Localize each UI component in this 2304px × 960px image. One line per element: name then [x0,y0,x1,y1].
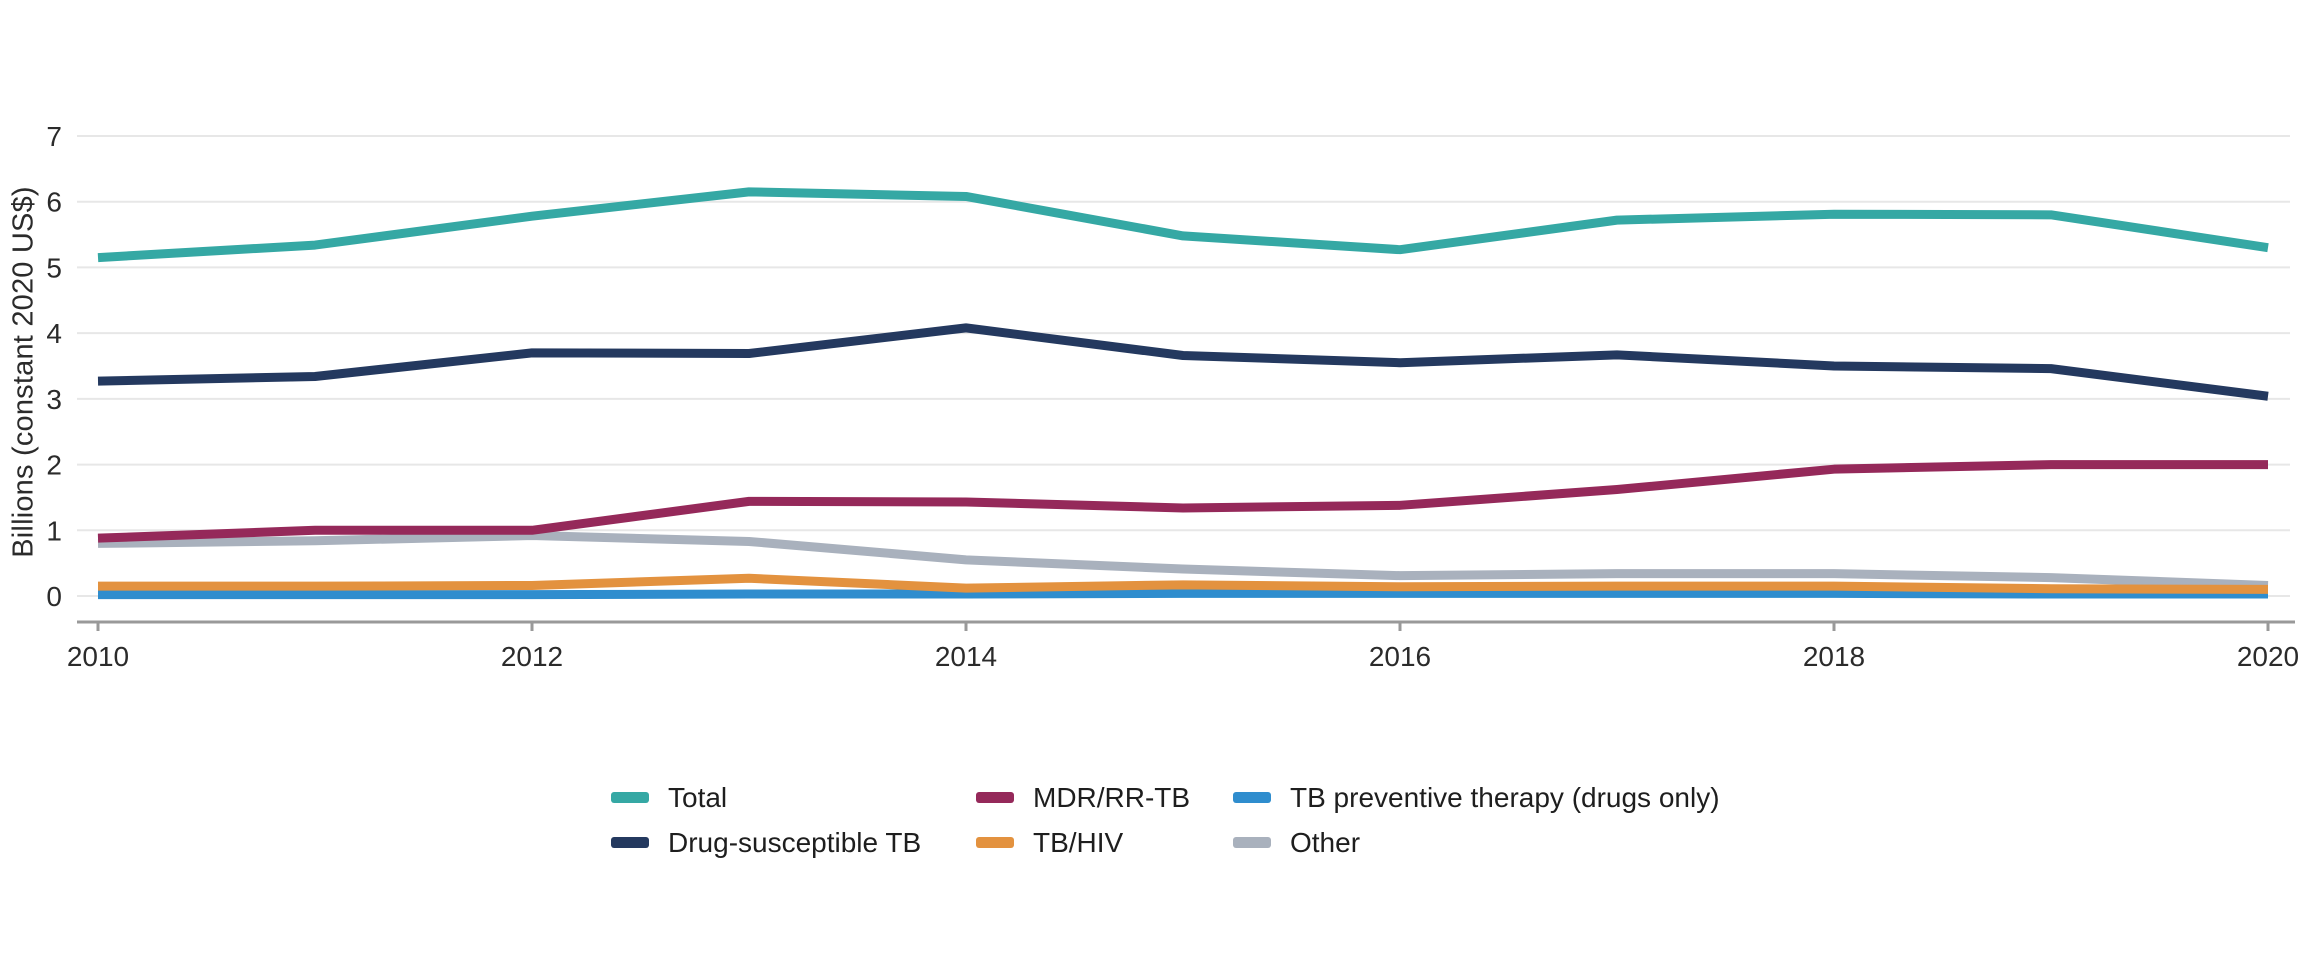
series-line-other [97,531,2269,590]
y-tick-label: 2 [46,450,62,481]
legend-swatch-mdr-rr-tb [976,792,1014,803]
legend-label-total: Total [668,781,728,813]
y-tick-label: 1 [46,515,62,546]
legend-label-other: Other [1290,826,1361,858]
y-tick-labels: 0 1 2 3 4 5 6 7 [46,121,62,612]
series-line-total [97,187,2269,263]
y-tick-label: 3 [46,384,62,415]
x-tick-labels: 2010 2012 2014 2016 2018 2020 [67,641,2299,672]
legend-label-tb-hiv: TB/HIV [1033,826,1124,858]
y-tick-label: 5 [46,252,62,283]
x-tick-label: 2014 [935,641,997,672]
legend-swatch-drug-susceptible-tb [611,837,649,848]
legend: Total MDR/RR-TB TB preventive therapy (d… [611,781,1720,859]
chart-plot-area: 0 1 2 3 4 5 6 7 2010 2012 2014 2016 2018 2020 [46,121,2299,672]
x-tick-label: 2010 [67,641,129,672]
y-axis-title: Billions (constant 2020 US$) [7,186,40,558]
x-tick-label: 2012 [501,641,563,672]
y-tick-label: 7 [46,121,62,152]
legend-swatch-total [611,792,649,803]
y-tick-label: 0 [46,581,62,612]
legend-item-tb-hiv: TB/HIV [976,826,1233,859]
x-tick-label: 2018 [1803,641,1865,672]
series-lines [97,187,2269,600]
legend-item-tb-preventive-therapy: TB preventive therapy (drugs only) [1233,781,1720,814]
legend-swatch-tb-hiv [976,837,1014,848]
y-tick-label: 6 [46,187,62,218]
y-tick-label: 4 [46,318,62,349]
series-line-mdr-rr-tb [97,460,2268,543]
legend-item-other: Other [1233,826,1720,859]
legend-swatch-other [1233,837,1271,848]
legend-swatch-tb-preventive-therapy [1233,792,1271,803]
legend-label-mdr-rr-tb: MDR/RR-TB [1033,781,1191,813]
legend-item-mdr-rr-tb: MDR/RR-TB [976,781,1233,814]
series-line-drug-susceptible-tb [97,323,2269,401]
legend-item-total: Total [611,781,976,814]
x-axis [77,620,2295,631]
series-line-tb-preventive-therapy-drugs-only [98,588,2268,600]
legend-item-drug-susceptible-tb: Drug-susceptible TB [611,826,976,859]
legend-label-drug-susceptible-tb: Drug-susceptible TB [668,826,922,858]
legend-label-tb-preventive-therapy: TB preventive therapy (drugs only) [1290,781,1720,813]
x-tick-label: 2016 [1369,641,1431,672]
x-tick-label: 2020 [2237,641,2299,672]
series-line-tb-hiv [98,573,2269,594]
